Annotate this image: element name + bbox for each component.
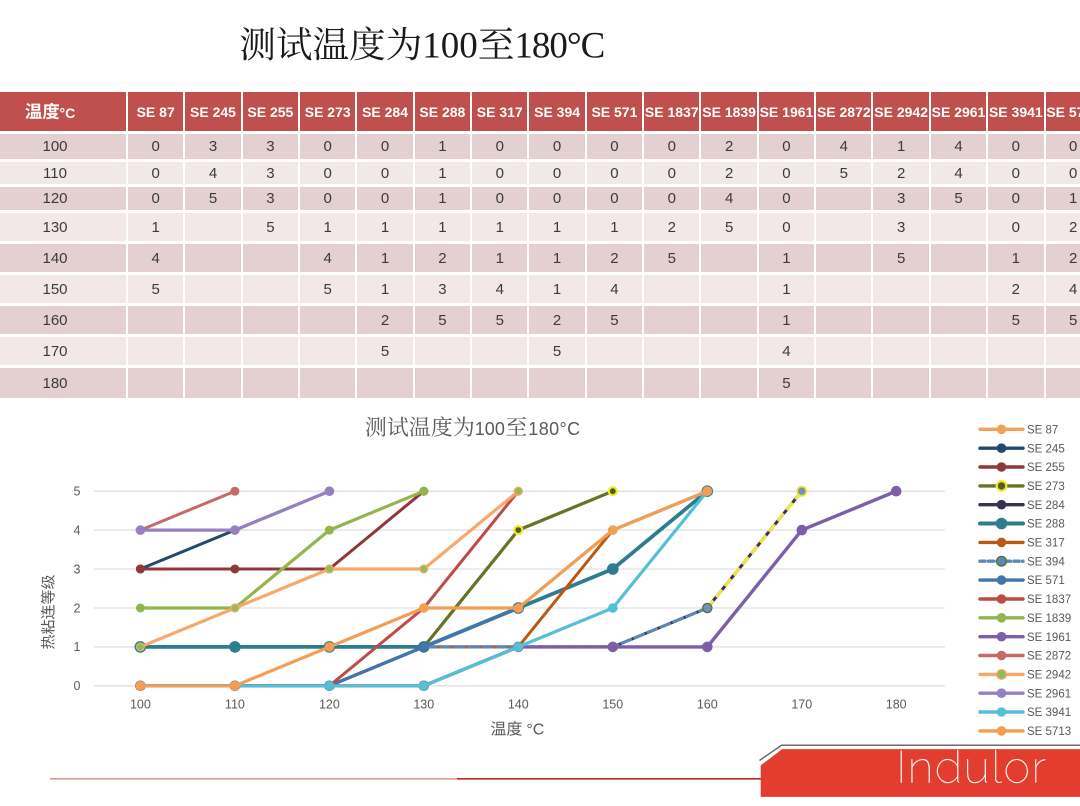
svg-text:100: 100 <box>422 26 478 67</box>
svg-text:SE 1839: SE 1839 <box>1027 613 1071 625</box>
svg-text:SE 317: SE 317 <box>1027 538 1065 550</box>
svg-text:5: 5 <box>74 485 81 499</box>
svg-text:130: 130 <box>413 698 434 712</box>
svg-text:170: 170 <box>791 698 812 712</box>
svg-text:SE 571: SE 571 <box>1027 575 1065 587</box>
svg-text:100: 100 <box>475 419 505 439</box>
svg-text:SE 1961: SE 1961 <box>1027 632 1071 644</box>
svg-text:SE 2942: SE 2942 <box>1027 670 1071 682</box>
svg-text:°C: °C <box>526 722 544 739</box>
svg-text:SE 284: SE 284 <box>1027 500 1065 512</box>
svg-text:150: 150 <box>602 698 623 712</box>
svg-text:SE 3941: SE 3941 <box>1027 707 1071 719</box>
svg-text:140: 140 <box>508 698 529 712</box>
svg-text:SE 245: SE 245 <box>1027 443 1065 455</box>
svg-text:120: 120 <box>319 698 340 712</box>
svg-text:SE 273: SE 273 <box>1027 481 1065 493</box>
svg-text:3: 3 <box>74 562 81 576</box>
svg-text:160: 160 <box>697 698 718 712</box>
svg-text:SE 2961: SE 2961 <box>1027 688 1071 700</box>
svg-text:SE 1837: SE 1837 <box>1027 594 1071 606</box>
svg-text:110: 110 <box>225 698 245 712</box>
svg-text:SE 288: SE 288 <box>1027 519 1065 531</box>
svg-text:SE 394: SE 394 <box>1027 556 1065 568</box>
svg-text:SE 87: SE 87 <box>1027 424 1058 436</box>
svg-text:180°C: 180°C <box>528 419 580 439</box>
svg-text:SE 5713: SE 5713 <box>1027 726 1071 738</box>
svg-text:2: 2 <box>74 601 81 615</box>
svg-text:180: 180 <box>886 698 907 712</box>
svg-text:0: 0 <box>74 679 81 693</box>
svg-text:180°C: 180°C <box>514 26 604 67</box>
svg-text:1: 1 <box>74 640 81 654</box>
svg-text:SE 2872: SE 2872 <box>1027 651 1071 663</box>
svg-text:100: 100 <box>130 698 151 712</box>
svg-text:SE 255: SE 255 <box>1027 462 1065 474</box>
svg-text:4: 4 <box>74 523 81 537</box>
